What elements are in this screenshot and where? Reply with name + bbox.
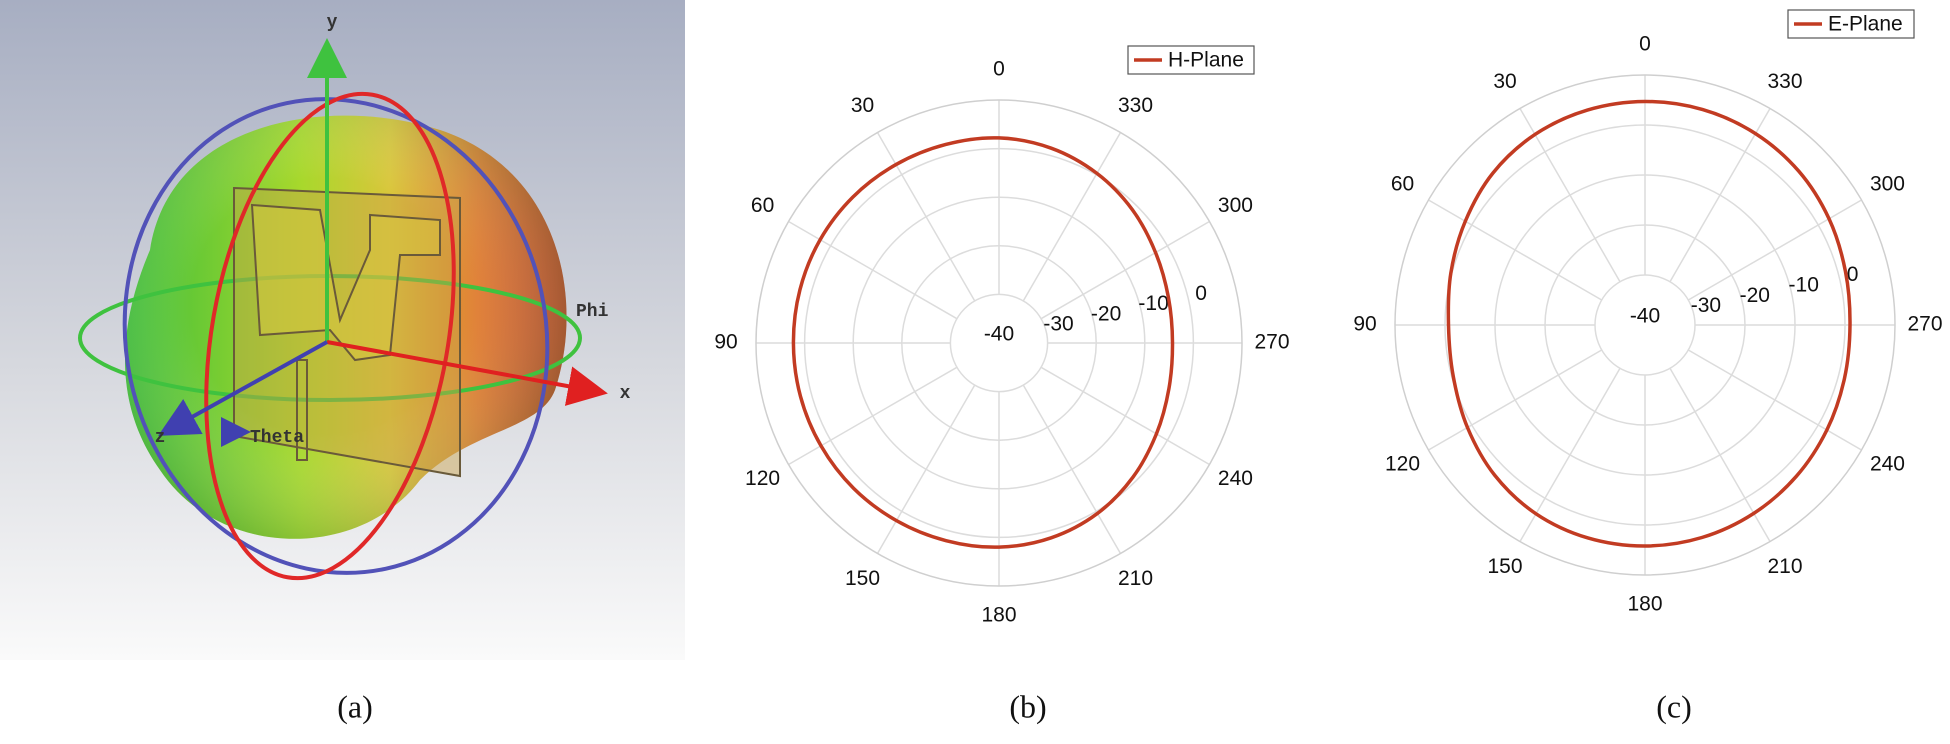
legend-label: H-Plane bbox=[1168, 49, 1244, 72]
theta-tick-label: 120 bbox=[1385, 453, 1420, 476]
theta-tick-label: 0 bbox=[1639, 33, 1651, 56]
panel-3d: y x z Phi Theta bbox=[0, 0, 685, 660]
r-tick-label: -20 bbox=[1740, 284, 1770, 307]
grid-spoke bbox=[1040, 366, 1210, 466]
theta-tick-label: 300 bbox=[1218, 194, 1253, 217]
caption: (c) bbox=[1656, 688, 1692, 724]
r-tick-label: -10 bbox=[1138, 292, 1168, 315]
theta-tick-label: 150 bbox=[845, 567, 880, 590]
theta-tick-label: 300 bbox=[1870, 173, 1905, 196]
legend-label: E-Plane bbox=[1828, 13, 1903, 36]
grid-spoke bbox=[1022, 132, 1122, 302]
theta-tick-label: 60 bbox=[751, 194, 774, 217]
grid-spoke bbox=[1040, 220, 1210, 320]
polar-frame bbox=[1394, 74, 1896, 576]
theta-tick-label: 90 bbox=[1353, 313, 1376, 336]
antenna-patch bbox=[250, 203, 441, 362]
theta-circle bbox=[122, 97, 550, 575]
x-axis bbox=[326, 340, 608, 406]
r-tick-label: -30 bbox=[1691, 294, 1721, 317]
grid-spoke bbox=[1687, 199, 1862, 301]
theta-tick-label: 0 bbox=[993, 58, 1005, 81]
theta-tick-label: 150 bbox=[1487, 555, 1522, 578]
theta-tick-label: 330 bbox=[1767, 70, 1802, 93]
feed-line bbox=[296, 359, 308, 461]
grid-spoke bbox=[1022, 384, 1122, 554]
angle-label: Theta bbox=[250, 428, 304, 448]
r-tick-label: 0 bbox=[1195, 282, 1207, 305]
pattern-curve bbox=[791, 136, 1175, 549]
theta-tick-label: 240 bbox=[1218, 467, 1253, 490]
r-tick-label: -20 bbox=[1091, 302, 1121, 325]
grid-spoke bbox=[1669, 367, 1771, 542]
theta-tick-label: 270 bbox=[1907, 313, 1942, 336]
theta-tick-label: 240 bbox=[1870, 453, 1905, 476]
r-tick-label: -30 bbox=[1043, 312, 1073, 335]
z-axis bbox=[158, 340, 328, 436]
polar-chart: 0 30 60 90 120 150 180 210 240 270 300 330 -40 -30 -20… bbox=[714, 45, 1290, 724]
polar-frame bbox=[755, 99, 1243, 587]
theta-tick-label: 180 bbox=[981, 604, 1016, 627]
grid-spoke bbox=[1669, 108, 1771, 283]
theta-tick-label: 120 bbox=[745, 467, 780, 490]
legend-box bbox=[1787, 9, 1915, 39]
r-tick-label: 0 bbox=[1847, 263, 1859, 286]
grid-spoke bbox=[876, 132, 976, 302]
r-tick-label: -40 bbox=[984, 323, 1014, 346]
pattern-curve bbox=[1446, 99, 1852, 548]
grid-spoke bbox=[788, 366, 958, 466]
grid-spoke bbox=[1428, 349, 1603, 451]
r-tick-label: -10 bbox=[1789, 273, 1819, 296]
polar-chart: 0 30 60 90 120 150 180 210 240 270 300 330 -40 -30 -20… bbox=[1353, 9, 1943, 724]
theta-tick-label: 30 bbox=[1493, 70, 1516, 93]
grid-spoke bbox=[876, 384, 976, 554]
caption: (b) bbox=[1009, 688, 1046, 724]
theta-tick-label: 90 bbox=[714, 331, 737, 354]
elevation-circle bbox=[204, 91, 456, 581]
grid-spoke bbox=[1428, 199, 1603, 301]
theta-tick-label: 210 bbox=[1767, 555, 1802, 578]
theta-tick-label: 270 bbox=[1254, 331, 1289, 354]
grid-spoke bbox=[1687, 349, 1862, 451]
caption: (a) bbox=[337, 688, 373, 724]
axis-label: x bbox=[620, 384, 631, 404]
theta-tick-label: 30 bbox=[851, 94, 874, 117]
angle-label: Phi bbox=[576, 302, 609, 322]
theta-tick-label: 210 bbox=[1118, 567, 1153, 590]
grid-spoke bbox=[1519, 367, 1621, 542]
r-tick-label: -40 bbox=[1630, 305, 1660, 328]
axis-label: z bbox=[155, 428, 166, 448]
axis-label: y bbox=[327, 13, 338, 33]
grid-spoke bbox=[788, 220, 958, 320]
grid-spoke bbox=[1519, 108, 1621, 283]
theta-tick-label: 330 bbox=[1118, 94, 1153, 117]
theta-tick-label: 60 bbox=[1391, 173, 1414, 196]
theta-tick-label: 180 bbox=[1627, 593, 1662, 616]
